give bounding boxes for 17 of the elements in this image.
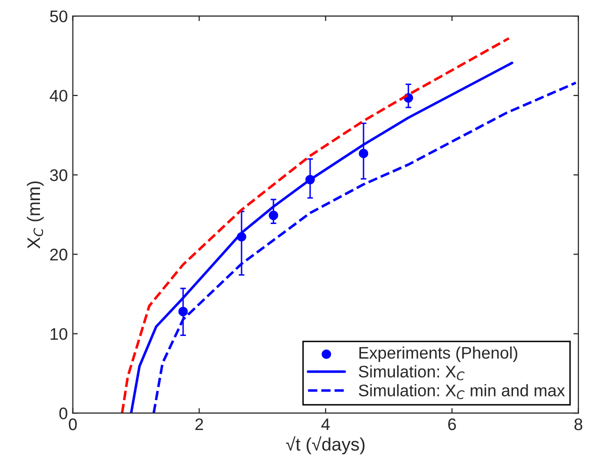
- x-tick-label: 0: [68, 418, 77, 430]
- legend-label: Simulation: X$_{C}$ min and max: [358, 384, 565, 400]
- legend-label: Experiments (Phenol): [359, 346, 518, 362]
- y-tick-label: 20: [50, 248, 68, 260]
- y-tick-label: 30: [50, 169, 68, 182]
- x-tick-label: 6: [448, 418, 456, 430]
- y-tick-label: 50: [50, 10, 68, 22]
- y-tick-label: 10: [50, 328, 68, 340]
- legend-label: Simulation: X$_{C}$: [358, 365, 465, 380]
- x-tick-label: 8: [574, 418, 582, 430]
- y-tick-label: 0: [59, 408, 68, 420]
- x-tick-label: 2: [195, 418, 204, 430]
- line-series: [152, 82, 578, 414]
- x-axis-title: √t (√days): [286, 436, 364, 454]
- x-tick-label: 4: [321, 418, 330, 430]
- y-axis-title: X$_{C}$ (mm): [26, 181, 44, 249]
- y-tick-label: 40: [50, 90, 68, 102]
